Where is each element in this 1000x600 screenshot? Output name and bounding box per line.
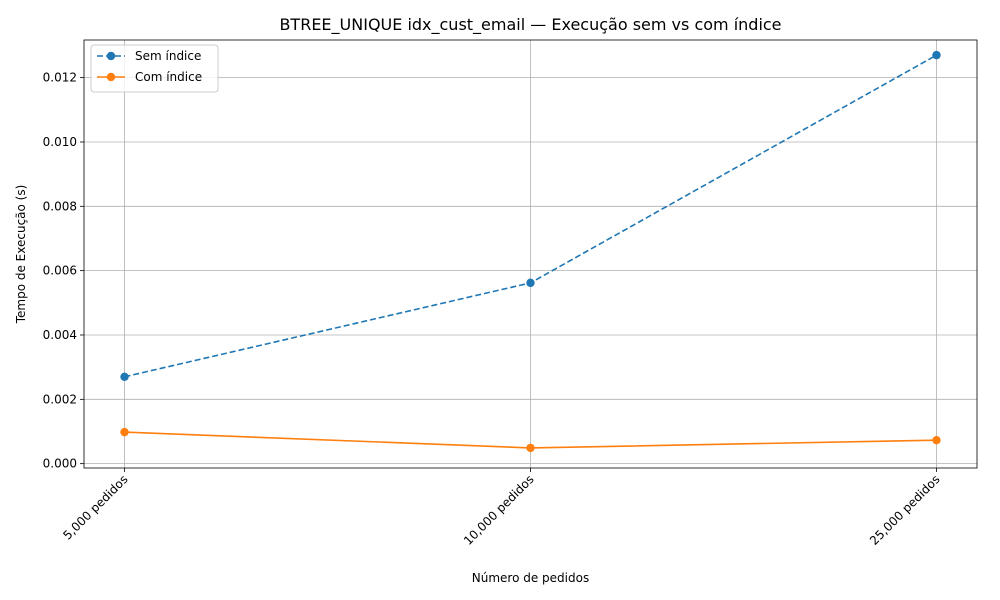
grid	[84, 40, 977, 468]
y-axis-label: Tempo de Execução (s)	[14, 185, 28, 325]
series-0-point	[932, 50, 941, 60]
series-1-point	[120, 427, 129, 437]
y-tick-label: 0.004	[43, 328, 77, 342]
y-tick-label: 0.002	[43, 392, 77, 406]
legend-label-1: Com índice	[135, 70, 202, 84]
legend-box	[90, 44, 219, 93]
legend-marker-0	[106, 51, 116, 61]
y-tick-label: 0.006	[43, 264, 77, 278]
series-0-point	[526, 278, 535, 288]
series-1-point	[526, 443, 535, 453]
legend-label-0: Sem índice	[135, 49, 201, 63]
y-tick-label: 0.012	[43, 71, 77, 85]
y-tick-label: 0.000	[43, 457, 77, 471]
y-tick-label: 0.008	[43, 199, 77, 213]
series-1-point	[932, 435, 941, 445]
legend-marker-1	[106, 72, 116, 82]
x-axis-label: Número de pedidos	[472, 571, 589, 585]
legend: Sem índice Com índice	[90, 44, 219, 93]
chart-title: BTREE_UNIQUE idx_cust_email — Execução s…	[279, 15, 781, 35]
series-layer	[120, 50, 941, 453]
y-tick-label: 0.010	[43, 135, 77, 149]
series-0-point	[120, 372, 129, 382]
